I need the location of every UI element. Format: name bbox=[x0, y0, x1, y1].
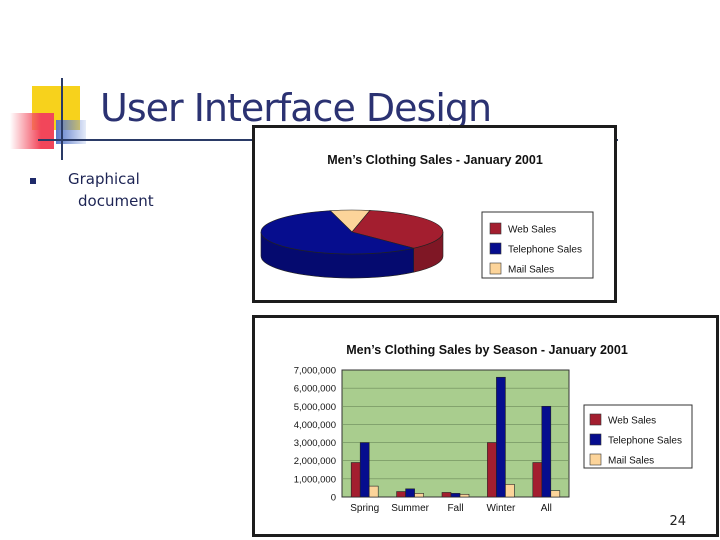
bar-web-sales-all bbox=[532, 462, 543, 498]
y-tick-label: 2,000,000 bbox=[294, 456, 336, 467]
bar-telephone-sales-summer bbox=[405, 488, 415, 498]
bar-telephone-sales-all bbox=[541, 405, 552, 498]
deco-vertical-line bbox=[61, 78, 63, 160]
bullet-line-2: document bbox=[78, 192, 154, 210]
bar-legend-swatch bbox=[589, 433, 602, 446]
bar-chart-frame: Men’s Clothing Sales by Season - January… bbox=[252, 315, 719, 537]
bar-legend-swatch bbox=[589, 453, 602, 466]
deco-red-square bbox=[10, 113, 54, 149]
bar-mail-sales-summer bbox=[414, 493, 424, 498]
bar-web-sales-fall bbox=[441, 492, 452, 498]
plot-area bbox=[341, 369, 570, 498]
bar-web-sales-spring bbox=[350, 462, 361, 498]
bar-legend-label: Mail Sales bbox=[608, 456, 654, 467]
slide-title: User Interface Design bbox=[100, 86, 492, 130]
x-tick-label: Winter bbox=[486, 503, 516, 514]
bar-legend bbox=[583, 404, 693, 469]
y-tick-label: 4,000,000 bbox=[294, 420, 336, 431]
y-tick-label: 5,000,000 bbox=[294, 402, 336, 413]
bar-web-sales-summer bbox=[396, 491, 406, 498]
pie-legend-swatch bbox=[489, 262, 502, 275]
bar-telephone-sales-spring bbox=[359, 442, 370, 498]
x-tick-label: Summer bbox=[391, 503, 429, 514]
pie-title: Men’s Clothing Sales - January 2001 bbox=[327, 153, 543, 167]
bullet-marker bbox=[30, 178, 36, 184]
x-tick-label: Spring bbox=[350, 503, 379, 514]
y-tick-label: 7,000,000 bbox=[294, 366, 336, 377]
bullet-item: Graphical document bbox=[68, 168, 178, 212]
bar-legend-label: Telephone Sales bbox=[608, 436, 682, 447]
pie-legend-label: Mail Sales bbox=[508, 265, 554, 276]
bullet-line-1: Graphical bbox=[68, 170, 140, 188]
bar-mail-sales-all bbox=[550, 490, 561, 498]
y-tick-label: 3,000,000 bbox=[294, 438, 336, 449]
y-tick-label: 0 bbox=[331, 493, 336, 504]
pie-legend-swatch bbox=[489, 222, 502, 235]
bar-legend-swatch bbox=[589, 413, 602, 426]
bar-telephone-sales-winter bbox=[496, 376, 506, 498]
pie-chart: Men’s Clothing Sales - January 2001 Web S… bbox=[260, 153, 594, 279]
x-tick-label: Fall bbox=[447, 503, 463, 514]
bar-telephone-sales-fall bbox=[450, 493, 461, 498]
pie-slice-telephone-sales bbox=[260, 210, 414, 255]
pie-legend-label: Web Sales bbox=[508, 225, 556, 236]
page-number: 24 bbox=[669, 514, 686, 529]
bar-mail-sales-fall bbox=[459, 493, 470, 498]
y-tick-label: 1,000,000 bbox=[294, 474, 336, 485]
pie-legend-label: Telephone Sales bbox=[508, 245, 582, 256]
pie-legend-swatch bbox=[489, 242, 502, 255]
bar-title: Men’s Clothing Sales by Season - January… bbox=[346, 343, 628, 357]
x-tick-label: All bbox=[541, 503, 552, 514]
bar-chart: Men’s Clothing Sales by Season - January… bbox=[294, 343, 693, 514]
bar-mail-sales-spring bbox=[368, 485, 379, 498]
bar-mail-sales-winter bbox=[505, 484, 515, 498]
pie-chart-frame: Men’s Clothing Sales - January 2001 Web S… bbox=[252, 125, 617, 303]
bar-web-sales-winter bbox=[487, 442, 497, 498]
bar-legend-label: Web Sales bbox=[608, 416, 656, 427]
pie-slice-web-sales bbox=[351, 210, 444, 249]
y-tick-label: 6,000,000 bbox=[294, 384, 336, 395]
